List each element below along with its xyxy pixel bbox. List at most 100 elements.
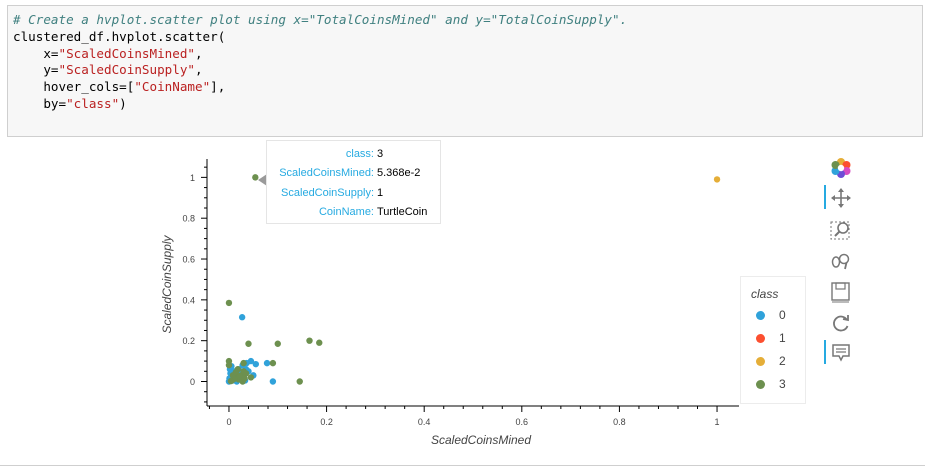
- wheel-zoom-tool-button[interactable]: [824, 248, 858, 272]
- code-string: "CoinName": [134, 79, 211, 95]
- legend-swatch: [756, 333, 765, 343]
- x-tick-label: 0: [226, 417, 231, 427]
- legend-item-0[interactable]: 0: [756, 307, 786, 323]
- code-arg-name: x=: [13, 45, 59, 61]
- hover-tool-icon: [832, 344, 850, 362]
- reset-tool-icon: [833, 315, 849, 332]
- y-tick-label: 0.4: [182, 295, 195, 305]
- data-point-class-3: [227, 377, 235, 385]
- hover-tooltip: class: 3 ScaledCoinsMined: 5.368e-2 Scaled…: [266, 140, 441, 224]
- y-tick-label: 0.6: [182, 255, 195, 265]
- tooltip-row: ScaledCoinsMined: 5.368e-2: [267, 164, 440, 184]
- tooltip-key: class:: [345, 147, 374, 160]
- legend-label: 0: [779, 308, 786, 322]
- legend-label: 3: [779, 377, 786, 391]
- legend-label: 2: [779, 354, 786, 368]
- legend-item-1[interactable]: 1: [756, 330, 786, 346]
- code-arg-name: by=: [13, 95, 67, 111]
- bokeh-logo-icon: [831, 158, 851, 178]
- tooltip-key: ScaledCoinsMined:: [279, 167, 374, 180]
- save-tool-button[interactable]: [824, 279, 858, 303]
- legend-title: class: [751, 287, 779, 301]
- code-line: hover_cols=["CoinName"],: [13, 79, 922, 96]
- tooltip-value: TurtleCoin: [377, 206, 428, 219]
- code-line: clustered_df.hvplot.scatter(: [13, 29, 922, 46]
- code-punct: ,: [194, 62, 203, 78]
- x-axis-label: ScaledCoinsMined: [431, 433, 531, 447]
- code-line: y="ScaledCoinSupply",: [13, 62, 922, 79]
- data-point-class-2: [713, 176, 721, 183]
- data-point-class-3: [236, 373, 243, 380]
- legend-swatch: [756, 356, 765, 366]
- pan-tool-button[interactable]: [824, 185, 858, 209]
- code-comment: # Create a hvplot.scatter plot using x="…: [13, 12, 628, 27]
- tooltip-key: ScaledCoinSupply:: [281, 186, 374, 199]
- legend-item-2[interactable]: 2: [756, 353, 786, 369]
- tooltip-key: CoinName:: [318, 206, 374, 219]
- x-tick-label: 0.4: [418, 417, 431, 427]
- tooltip-row: CoinName: TurtleCoin: [267, 203, 440, 223]
- code-string: "class": [66, 95, 120, 111]
- tooltip-value: 3: [377, 147, 384, 160]
- tooltip-row: class: 3: [267, 144, 440, 164]
- data-point-class-0: [252, 360, 260, 368]
- data-point-class-0: [247, 357, 255, 365]
- chart-legend[interactable]: class 0 1 2 3: [740, 276, 806, 404]
- pan-tool-icon: [831, 188, 851, 208]
- data-point-class-3: [316, 339, 323, 346]
- tooltip-row: ScaledCoinSupply: 1: [267, 183, 440, 203]
- box-zoom-tool-button[interactable]: [824, 217, 858, 241]
- data-point-class-3: [225, 299, 233, 307]
- y-tick-label: 0.8: [182, 214, 195, 224]
- legend-swatch: [756, 379, 765, 389]
- data-point-class-3: [306, 337, 313, 344]
- data-point-class-0: [238, 314, 246, 321]
- x-tick-label: 0.8: [613, 417, 626, 427]
- code-cell[interactable]: # Create a hvplot.scatter plot using x="…: [7, 5, 923, 137]
- y-tick-label: 1: [190, 173, 195, 183]
- wheel-zoom-tool-icon: [831, 253, 850, 270]
- data-point-class-3: [247, 374, 255, 381]
- x-tick-label: 0.6: [516, 417, 529, 427]
- data-point-class-3: [274, 340, 281, 347]
- box-zoom-tool-icon: [830, 221, 850, 240]
- code-punct: ): [119, 95, 127, 111]
- data-point-class-3: [269, 359, 277, 367]
- save-tool-icon: [831, 282, 850, 303]
- code-string: "ScaledCoinsMined": [58, 45, 195, 61]
- code-call: clustered_df.hvplot.scatter(: [13, 28, 226, 44]
- x-tick-label: 0.2: [320, 417, 333, 427]
- data-point-class-3: [225, 361, 233, 369]
- data-point-class-3: [232, 369, 239, 376]
- y-axis-label: ScaledCoinSupply: [160, 234, 174, 333]
- tooltip-value: 5.368e-2: [377, 167, 421, 180]
- code-line: by="class"): [13, 96, 922, 113]
- legend-label: 1: [779, 331, 786, 345]
- legend-item-3[interactable]: 3: [756, 376, 786, 392]
- code-arg-name: hover_cols=[: [13, 79, 135, 95]
- data-point-class-3: [241, 375, 248, 382]
- x-tick-label: 1: [715, 417, 720, 427]
- bokeh-logo-button[interactable]: [824, 155, 858, 179]
- y-tick-label: 0.2: [182, 336, 195, 346]
- data-point-class-3: [240, 359, 247, 367]
- y-tick-label: 0: [190, 377, 195, 387]
- code-punct: ,: [194, 45, 203, 61]
- code-punct: ],: [210, 79, 226, 95]
- data-point-class-3: [245, 340, 252, 347]
- tooltip-value: 1: [377, 186, 384, 199]
- data-point-class-0: [263, 359, 271, 367]
- tooltip-arrow: [258, 174, 267, 186]
- code-arg-name: y=: [13, 62, 59, 78]
- reset-tool-button[interactable]: [824, 310, 858, 334]
- code-line: x="ScaledCoinsMined",: [13, 46, 922, 63]
- data-point-class-3: [296, 378, 303, 385]
- data-point-class-3: [242, 370, 250, 377]
- hover-tool-button[interactable]: [824, 340, 858, 364]
- plot-toolbar: [824, 155, 858, 370]
- code-string: "ScaledCoinSupply": [58, 62, 195, 78]
- code-line: # Create a hvplot.scatter plot using x="…: [13, 12, 922, 29]
- cell-divider: [0, 465, 925, 466]
- data-point-class-3: [252, 174, 259, 181]
